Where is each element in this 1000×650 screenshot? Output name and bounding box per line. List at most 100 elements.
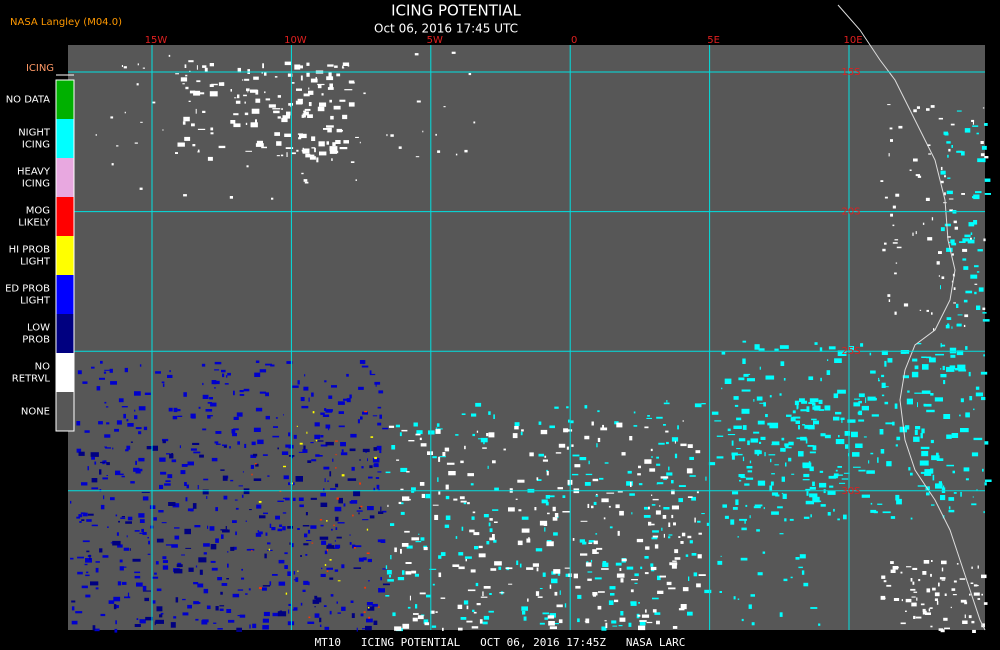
cloud-pixel — [757, 453, 759, 456]
cloud-pixel — [651, 504, 656, 506]
cloud-pixel — [217, 628, 223, 630]
cloud-pixel — [100, 613, 106, 617]
cloud-pixel — [812, 402, 816, 406]
cloud-pixel — [303, 111, 309, 116]
cloud-pixel — [333, 524, 335, 527]
cloud-pixel — [314, 440, 324, 442]
cloud-pixel — [472, 609, 475, 612]
cloud-pixel — [744, 519, 746, 524]
cloud-pixel — [585, 473, 593, 476]
cloud-pixel — [442, 452, 446, 457]
cloud-pixel — [81, 482, 88, 486]
cloud-pixel — [464, 149, 468, 153]
cloud-pixel — [552, 517, 558, 521]
cloud-pixel — [275, 417, 278, 419]
cloud-pixel — [881, 350, 888, 355]
cloud-pixel — [205, 409, 213, 412]
cloud-pixel — [638, 483, 643, 486]
cloud-pixel — [982, 468, 984, 472]
latitude-label: 20S — [841, 207, 860, 218]
cloud-pixel — [598, 591, 605, 593]
cloud-pixel — [791, 473, 795, 475]
cloud-pixel — [301, 149, 303, 152]
cloud-pixel — [326, 125, 334, 128]
cloud-pixel — [195, 108, 197, 114]
cloud-pixel — [928, 608, 931, 612]
legend-label: MOG — [26, 206, 50, 217]
cloud-pixel — [724, 378, 732, 384]
cloud-pixel — [168, 54, 171, 57]
cloud-pixel — [182, 121, 186, 125]
cloud-pixel — [663, 507, 670, 510]
cloud-pixel — [606, 492, 615, 494]
cloud-pixel — [788, 457, 792, 462]
cloud-pixel — [717, 560, 723, 565]
cloud-pixel — [746, 466, 753, 469]
cloud-pixel — [681, 532, 686, 537]
cloud-pixel — [716, 456, 724, 459]
cloud-pixel — [323, 605, 327, 607]
cloud-pixel — [292, 385, 299, 388]
cloud-pixel — [765, 414, 768, 418]
cloud-pixel — [565, 573, 571, 577]
cloud-pixel — [750, 594, 755, 597]
cloud-pixel — [291, 152, 296, 155]
cloud-pixel — [231, 429, 236, 434]
cloud-pixel — [160, 612, 164, 615]
cloud-pixel — [110, 497, 115, 501]
cloud-pixel — [631, 579, 638, 581]
cloud-pixel — [721, 387, 723, 390]
cloud-pixel — [253, 478, 262, 481]
cloud-pixel — [309, 156, 316, 160]
cloud-pixel — [123, 547, 129, 551]
cloud-pixel — [674, 453, 678, 459]
cloud-pixel — [272, 435, 280, 438]
cloud-pixel — [754, 344, 760, 350]
cloud-pixel — [940, 170, 946, 175]
cloud-pixel — [422, 130, 424, 133]
cloud-pixel — [147, 553, 151, 555]
cloud-pixel — [379, 450, 382, 454]
cloud-pixel — [439, 456, 446, 458]
cloud-pixel — [91, 487, 99, 490]
cloud-pixel — [948, 148, 951, 152]
cloud-pixel — [522, 611, 526, 615]
cloud-pixel — [306, 431, 308, 434]
cloud-pixel — [126, 535, 128, 538]
cloud-pixel — [894, 239, 899, 241]
cloud-pixel — [242, 471, 244, 473]
cloud-pixel — [977, 158, 984, 163]
cloud-pixel — [429, 568, 437, 570]
cloud-pixel — [311, 459, 317, 462]
cloud-pixel — [425, 493, 431, 499]
cloud-pixel — [464, 445, 466, 450]
cloud-pixel — [315, 439, 318, 442]
cloud-pixel — [183, 194, 187, 197]
cloud-pixel — [911, 602, 917, 607]
cloud-pixel — [544, 527, 546, 532]
cloud-pixel — [472, 433, 475, 437]
cloud-pixel — [837, 389, 846, 394]
cloud-pixel — [861, 494, 870, 498]
cloud-pixel — [643, 515, 651, 518]
cloud-pixel — [218, 82, 225, 86]
cloud-pixel — [665, 430, 669, 433]
cloud-pixel — [215, 606, 219, 611]
cloud-pixel — [973, 584, 978, 587]
cloud-pixel — [123, 66, 127, 69]
cloud-pixel — [138, 457, 145, 462]
cloud-pixel — [136, 582, 143, 587]
cloud-pixel — [982, 312, 987, 314]
cloud-pixel — [833, 508, 835, 512]
cloud-pixel — [980, 141, 984, 144]
cloud-pixel — [374, 381, 381, 385]
cloud-pixel — [326, 567, 333, 570]
cloud-pixel — [652, 609, 657, 613]
cloud-pixel — [678, 536, 681, 538]
cloud-pixel — [382, 583, 390, 586]
cloud-pixel — [100, 360, 103, 364]
cloud-pixel — [148, 540, 150, 545]
cloud-pixel — [180, 77, 188, 82]
cloud-pixel — [138, 406, 146, 411]
cloud-pixel — [438, 572, 442, 578]
